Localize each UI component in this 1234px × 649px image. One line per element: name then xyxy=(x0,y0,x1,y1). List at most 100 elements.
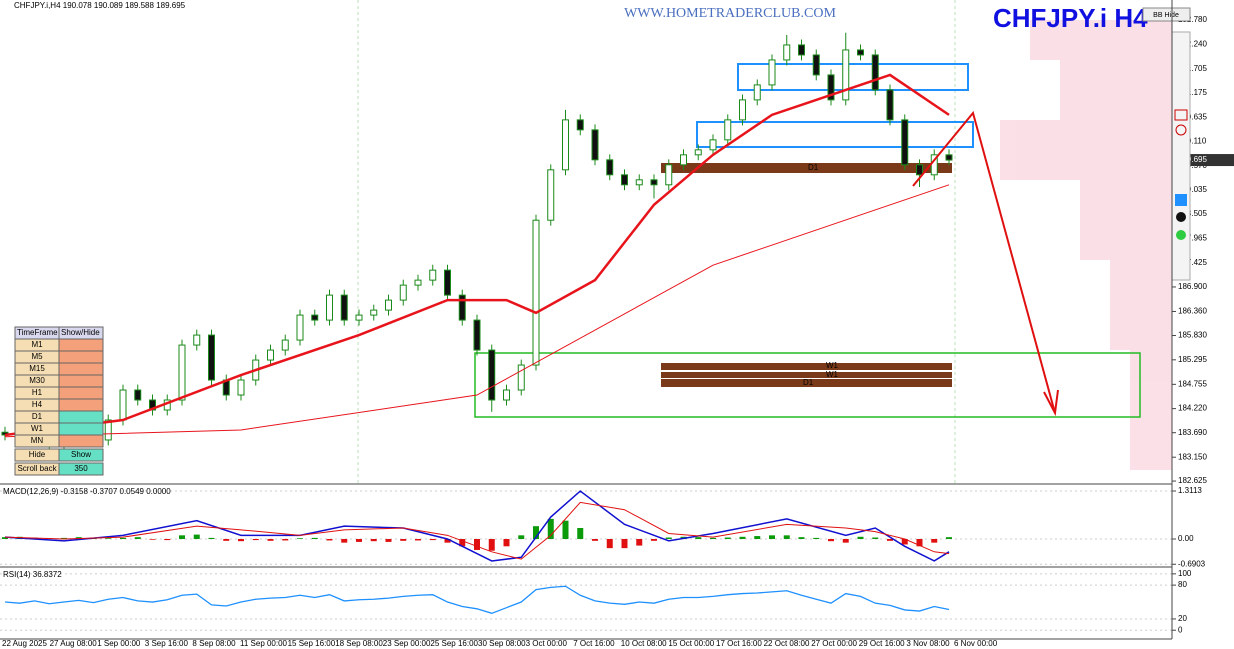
histogram-bar xyxy=(842,538,849,543)
footer-label[interactable]: Hide xyxy=(29,450,46,459)
histogram-bar xyxy=(724,537,731,539)
x-tick-label: 29 Oct 16:00 xyxy=(859,639,905,648)
x-tick-label: 15 Oct 00:00 xyxy=(668,639,714,648)
footer-label[interactable]: Scroll back xyxy=(17,464,57,473)
histogram-bar xyxy=(474,538,480,550)
zone-label: W1 xyxy=(826,361,839,370)
histogram-bar xyxy=(665,537,672,539)
histogram-bar xyxy=(488,538,495,551)
histogram-bar xyxy=(459,538,466,547)
y-tick-label: 187.965 xyxy=(1178,234,1207,243)
x-tick-label: 27 Aug 08:00 xyxy=(50,639,98,648)
candle-body xyxy=(591,129,599,161)
button-label[interactable]: BB Hide xyxy=(1153,12,1179,19)
y-tick-label: 20 xyxy=(1178,614,1187,623)
y-tick-label: 183.690 xyxy=(1178,428,1207,437)
candle-body xyxy=(119,389,127,421)
candle-body xyxy=(576,119,584,131)
panel-title: MACD(12,26,9) -0.3158 -0.3707 0.0549 0.0… xyxy=(3,487,171,496)
y-tick-label: 191.175 xyxy=(1178,88,1207,97)
candle-body xyxy=(739,99,746,121)
histogram-bar xyxy=(105,538,112,539)
x-tick-label: 10 Oct 08:00 xyxy=(621,639,667,648)
histogram-bar xyxy=(326,538,333,541)
zone-label: D1 xyxy=(803,378,814,387)
arrow xyxy=(912,110,1056,414)
tool-icon[interactable] xyxy=(1174,109,1188,121)
candle-body xyxy=(370,309,378,316)
histogram-bar xyxy=(754,536,761,539)
histogram-bar xyxy=(592,538,598,541)
histogram-bar xyxy=(370,538,377,542)
histogram-bar xyxy=(385,538,392,542)
candle-body xyxy=(650,179,658,186)
histogram-bar xyxy=(651,538,657,541)
zone-box xyxy=(474,352,1141,418)
histogram-bar xyxy=(931,538,938,543)
candle-body xyxy=(547,169,555,221)
histogram-bar xyxy=(710,537,716,539)
histogram-bar xyxy=(828,538,834,542)
candle-body xyxy=(311,314,319,321)
toggle-cell[interactable] xyxy=(58,374,104,388)
zone-bar xyxy=(661,372,952,378)
y-tick-label: 190.110 xyxy=(1178,136,1207,145)
chart-title: CHFJPY.i H4 xyxy=(993,3,1148,33)
histogram-bar xyxy=(769,535,775,539)
histogram-bar xyxy=(444,538,451,543)
candle-body xyxy=(488,349,496,401)
histogram-bar xyxy=(149,538,156,540)
histogram-bar xyxy=(341,538,348,543)
histogram-bar xyxy=(533,526,539,539)
table-row-label: H1 xyxy=(32,388,43,397)
button[interactable] xyxy=(1142,7,1191,22)
table-row-label: MN xyxy=(31,436,44,445)
histogram-bar xyxy=(179,535,185,539)
y-tick-label: -0.6903 xyxy=(1178,559,1206,568)
toggle-cell[interactable] xyxy=(58,434,104,448)
footer-label[interactable]: Show xyxy=(71,450,91,459)
footer-cell[interactable] xyxy=(58,448,104,462)
candle-body xyxy=(237,379,245,396)
histogram-bar xyxy=(252,538,259,541)
watermark: WWW.HOMETRADERCLUB.COM xyxy=(624,6,836,21)
candle-body xyxy=(827,74,835,101)
toggle-cell[interactable] xyxy=(58,386,104,400)
candle-body xyxy=(753,84,761,101)
candle-body xyxy=(680,154,687,166)
histogram-bar xyxy=(297,538,303,539)
candle-body xyxy=(635,179,643,186)
candle-body xyxy=(621,174,628,186)
y-tick-label: 191.705 xyxy=(1178,64,1207,73)
candle-body xyxy=(193,334,201,346)
histogram-bar xyxy=(223,538,230,541)
footer-cell[interactable] xyxy=(58,462,104,476)
tool-icon[interactable] xyxy=(1176,212,1186,222)
histogram-bar xyxy=(311,537,318,539)
x-tick-label: 1 Sep 00:00 xyxy=(97,639,141,648)
x-tick-label: 18 Sep 08:00 xyxy=(335,639,383,648)
toggle-cell[interactable] xyxy=(58,398,104,412)
footer-label[interactable]: 350 xyxy=(74,464,88,473)
candle-body xyxy=(281,339,289,351)
candle-body xyxy=(444,269,451,296)
table-row-label: W1 xyxy=(31,424,44,433)
tool-icon[interactable] xyxy=(1175,124,1187,136)
histogram-bar xyxy=(636,538,643,546)
toggle-cell[interactable] xyxy=(58,338,104,352)
histogram-bar xyxy=(120,537,126,539)
tool-icon[interactable] xyxy=(1176,230,1186,240)
toggle-cell[interactable] xyxy=(58,362,104,376)
candle-body xyxy=(385,299,392,311)
histogram-bar xyxy=(267,538,274,541)
toggle-cell[interactable] xyxy=(58,410,104,424)
candle-body xyxy=(340,294,348,321)
table-header: Show/Hide xyxy=(61,328,100,337)
tool-icon[interactable] xyxy=(1175,194,1187,206)
y-tick-label: 186.360 xyxy=(1178,307,1207,316)
histogram-bar xyxy=(518,535,525,539)
candle-body xyxy=(414,279,422,286)
candle-body xyxy=(665,164,673,186)
toggle-cell[interactable] xyxy=(58,422,104,436)
toggle-cell[interactable] xyxy=(58,350,104,364)
